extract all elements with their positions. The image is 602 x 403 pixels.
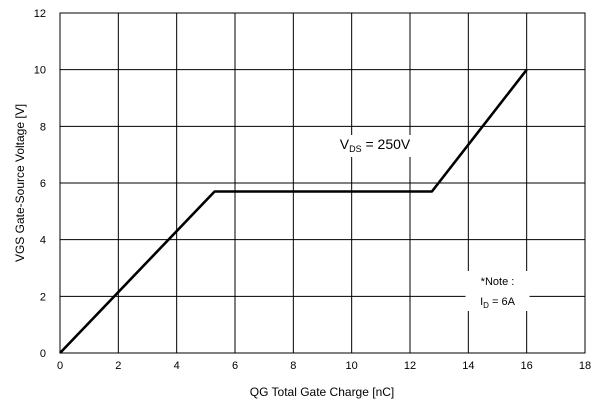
y-tick-label: 10 (34, 65, 46, 77)
vds-value: = 250V (362, 136, 411, 152)
y-tick-label: 12 (34, 8, 46, 20)
vgs-curve-line (59, 68, 528, 354)
note-annotation-background (465, 271, 530, 311)
note-id-rest: = 6A (489, 296, 516, 308)
x-tick-label: 6 (232, 360, 238, 372)
x-tick-label: 14 (462, 360, 474, 372)
y-tick-label: 4 (40, 235, 46, 247)
vds-subscript: DS (349, 144, 362, 154)
y-axis-label: VGS Gate-Source Voltage [V] (13, 104, 27, 262)
x-tick-label: 4 (174, 360, 180, 372)
x-tick-label: 0 (57, 360, 63, 372)
tick-labels: 0 2 4 6 8 10 12 14 16 18 0 2 4 6 8 10 12 (34, 8, 591, 372)
grid-lines (60, 13, 585, 353)
y-tick-label: 8 (40, 121, 46, 133)
note-id-value: ID = 6A (480, 296, 515, 310)
y-tick-label: 0 (40, 348, 46, 360)
x-tick-label: 16 (521, 360, 533, 372)
vds-annotation: VDS = 250V (340, 136, 411, 154)
x-tick-label: 12 (404, 360, 416, 372)
x-tick-label: 10 (346, 360, 358, 372)
x-tick-label: 18 (579, 360, 591, 372)
y-tick-label: 2 (40, 291, 46, 303)
note-id-main: I (480, 296, 483, 308)
note-id-subscript: D (483, 301, 489, 310)
plot-frame (59, 12, 586, 354)
x-tick-label: 8 (290, 360, 296, 372)
x-tick-label: 2 (115, 360, 121, 372)
x-axis-label: QG Total Gate Charge [nC] (250, 385, 395, 399)
vds-annotation-background (331, 135, 419, 157)
vds-main: V (340, 136, 350, 152)
y-tick-label: 6 (40, 178, 46, 190)
note-title: *Note : (481, 276, 515, 288)
